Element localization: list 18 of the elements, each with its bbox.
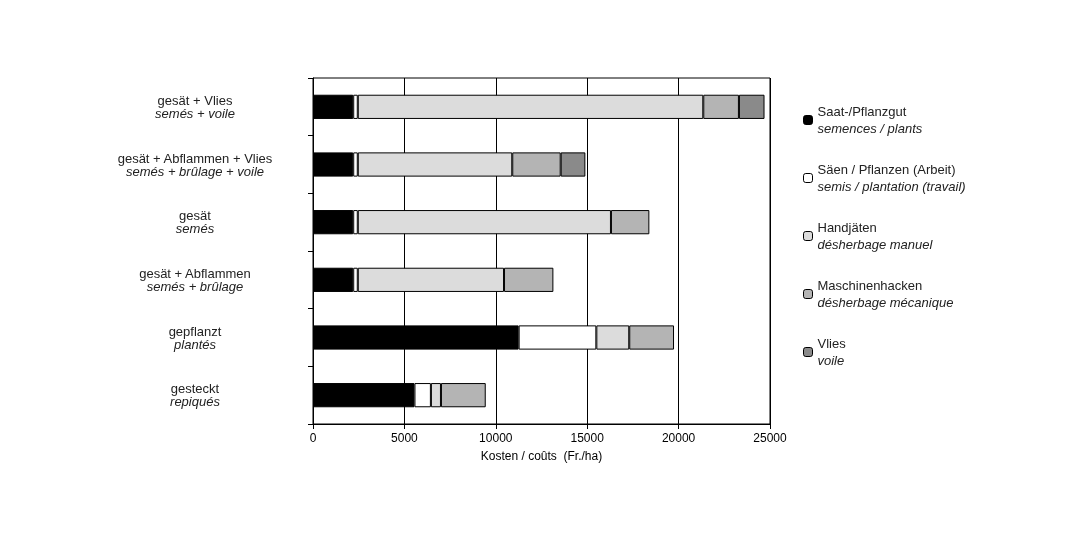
- x-axis-title: Kosten / coûts (Fr./ha): [480, 449, 603, 463]
- legend-label: Saat-/Pflanzgut semences / plants: [817, 104, 923, 136]
- x-tick-label: 0: [309, 431, 317, 445]
- x-tick-label: 20000: [661, 431, 696, 445]
- y-tick-label: gepflanzt plantés: [168, 323, 222, 352]
- y-tick-label: gesät + Abflammen semés + brûlage: [139, 265, 251, 294]
- legend-label: Maschinenhacken désherbage mécanique: [817, 278, 954, 310]
- y-tick-label: gesteckt repiqués: [170, 381, 221, 410]
- legend-label: Vlies voile: [817, 336, 847, 368]
- y-tick-label: gesät semés: [175, 208, 215, 237]
- x-tick-label: 15000: [570, 431, 605, 445]
- y-tick-label: gesät + Vlies semés + voile: [155, 92, 235, 121]
- legend-label: Handjäten désherbage manuel: [817, 220, 934, 252]
- legend-label: Säen / Pflanzen (Arbeit) semis / plantation (travail): [817, 162, 966, 194]
- x-tick-label: 10000: [479, 431, 513, 445]
- x-tick-label: 25000: [753, 431, 788, 445]
- y-tick-label: gesät + Abflammen + Vlies semés + brûlage + voile: [117, 150, 273, 179]
- x-tick-label: 5000: [391, 431, 419, 445]
